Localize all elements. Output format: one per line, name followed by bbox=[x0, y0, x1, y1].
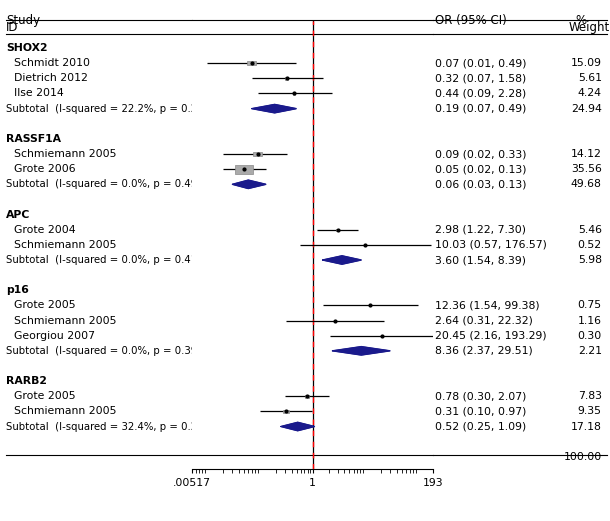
Text: 0.19 (0.07, 0.49): 0.19 (0.07, 0.49) bbox=[435, 104, 526, 114]
FancyBboxPatch shape bbox=[248, 61, 256, 66]
Text: 0.75: 0.75 bbox=[578, 301, 601, 311]
FancyBboxPatch shape bbox=[293, 92, 295, 95]
Polygon shape bbox=[332, 346, 390, 355]
Text: 0.06 (0.03, 0.13): 0.06 (0.03, 0.13) bbox=[435, 179, 526, 189]
Text: 0.52 (0.25, 1.09): 0.52 (0.25, 1.09) bbox=[435, 421, 526, 431]
Text: 1.16: 1.16 bbox=[578, 316, 601, 326]
Text: 0.78 (0.30, 2.07): 0.78 (0.30, 2.07) bbox=[435, 391, 526, 401]
Text: Subtotal  (I-squared = 32.4%, p = 0.224): Subtotal (I-squared = 32.4%, p = 0.224) bbox=[6, 421, 214, 431]
Text: 0.32 (0.07, 1.58): 0.32 (0.07, 1.58) bbox=[435, 73, 526, 83]
Text: 0.30: 0.30 bbox=[578, 331, 601, 341]
FancyBboxPatch shape bbox=[235, 165, 253, 173]
Text: Georgiou 2007: Georgiou 2007 bbox=[13, 331, 95, 341]
Text: Ilse 2014: Ilse 2014 bbox=[13, 89, 63, 98]
Text: 12.36 (1.54, 99.38): 12.36 (1.54, 99.38) bbox=[435, 301, 539, 311]
Text: RARB2: RARB2 bbox=[6, 376, 47, 386]
Text: Schmiemann 2005: Schmiemann 2005 bbox=[13, 316, 116, 326]
Text: 2.21: 2.21 bbox=[578, 346, 601, 356]
Text: .: . bbox=[6, 439, 8, 444]
Text: Dietrich 2012: Dietrich 2012 bbox=[13, 73, 87, 83]
Text: 8.36 (2.37, 29.51): 8.36 (2.37, 29.51) bbox=[435, 346, 533, 356]
Text: 100.00: 100.00 bbox=[564, 452, 601, 462]
Text: Grote 2005: Grote 2005 bbox=[13, 301, 75, 311]
Text: Grote 2005: Grote 2005 bbox=[13, 391, 75, 401]
Text: ID: ID bbox=[6, 21, 18, 34]
Text: Subtotal  (I-squared = 0.0%, p = 0.494): Subtotal (I-squared = 0.0%, p = 0.494) bbox=[6, 179, 208, 189]
Text: 5.46: 5.46 bbox=[578, 225, 601, 235]
Text: Schmiemann 2005: Schmiemann 2005 bbox=[13, 240, 116, 250]
Text: 2.98 (1.22, 7.30): 2.98 (1.22, 7.30) bbox=[435, 225, 526, 235]
Text: RASSF1A: RASSF1A bbox=[6, 134, 61, 144]
Text: .: . bbox=[6, 364, 8, 368]
Text: 0.05 (0.02, 0.13): 0.05 (0.02, 0.13) bbox=[435, 164, 526, 174]
Text: 35.56: 35.56 bbox=[571, 164, 601, 174]
Text: p16: p16 bbox=[6, 286, 29, 295]
Text: Grote 2004: Grote 2004 bbox=[13, 225, 75, 235]
Text: 0.44 (0.09, 2.28): 0.44 (0.09, 2.28) bbox=[435, 89, 526, 98]
Text: Grote 2006: Grote 2006 bbox=[13, 164, 75, 174]
Text: 24.94: 24.94 bbox=[571, 104, 601, 114]
Text: 14.12: 14.12 bbox=[571, 149, 601, 159]
Text: APC: APC bbox=[6, 209, 31, 219]
Text: SHOX2: SHOX2 bbox=[6, 43, 48, 53]
Text: .: . bbox=[6, 197, 8, 202]
FancyBboxPatch shape bbox=[283, 410, 289, 413]
FancyBboxPatch shape bbox=[336, 229, 339, 231]
Polygon shape bbox=[252, 104, 296, 113]
FancyBboxPatch shape bbox=[253, 152, 262, 156]
Text: 49.68: 49.68 bbox=[571, 179, 601, 189]
Text: 3.60 (1.54, 8.39): 3.60 (1.54, 8.39) bbox=[435, 255, 526, 265]
FancyBboxPatch shape bbox=[334, 320, 336, 321]
Text: 0.09 (0.02, 0.33): 0.09 (0.02, 0.33) bbox=[435, 149, 526, 159]
Polygon shape bbox=[281, 423, 315, 431]
Polygon shape bbox=[232, 180, 266, 189]
Text: 0.52: 0.52 bbox=[578, 240, 601, 250]
Text: Subtotal  (I-squared = 22.2%, p = 0.277): Subtotal (I-squared = 22.2%, p = 0.277) bbox=[6, 104, 214, 114]
Polygon shape bbox=[323, 256, 361, 264]
Text: 15.09: 15.09 bbox=[571, 58, 601, 68]
Text: .: . bbox=[6, 272, 8, 278]
Text: Subtotal  (I-squared = 0.0%, p = 0.393): Subtotal (I-squared = 0.0%, p = 0.393) bbox=[6, 346, 208, 356]
Text: 17.18: 17.18 bbox=[571, 421, 601, 431]
Text: .: . bbox=[6, 121, 8, 126]
Text: 2.64 (0.31, 22.32): 2.64 (0.31, 22.32) bbox=[435, 316, 533, 326]
Text: Subtotal  (I-squared = 0.0%, p = 0.417): Subtotal (I-squared = 0.0%, p = 0.417) bbox=[6, 255, 208, 265]
Text: 9.35: 9.35 bbox=[578, 406, 601, 416]
Text: 0.07 (0.01, 0.49): 0.07 (0.01, 0.49) bbox=[435, 58, 526, 68]
Text: 0.31 (0.10, 0.97): 0.31 (0.10, 0.97) bbox=[435, 406, 526, 416]
Text: Weight: Weight bbox=[569, 21, 610, 34]
Text: 20.45 (2.16, 193.29): 20.45 (2.16, 193.29) bbox=[435, 331, 547, 341]
Text: 4.24: 4.24 bbox=[578, 89, 601, 98]
Text: 10.03 (0.57, 176.57): 10.03 (0.57, 176.57) bbox=[435, 240, 547, 250]
Text: %: % bbox=[576, 14, 587, 27]
Text: 5.98: 5.98 bbox=[578, 255, 601, 265]
Text: Schmiemann 2005: Schmiemann 2005 bbox=[13, 406, 116, 416]
Text: 7.83: 7.83 bbox=[578, 391, 601, 401]
Text: Study: Study bbox=[6, 14, 40, 27]
Text: 5.61: 5.61 bbox=[578, 73, 601, 83]
Text: Schmiemann 2005: Schmiemann 2005 bbox=[13, 149, 116, 159]
Text: OR (95% CI): OR (95% CI) bbox=[435, 14, 506, 27]
Text: Schmidt 2010: Schmidt 2010 bbox=[13, 58, 90, 68]
FancyBboxPatch shape bbox=[285, 77, 289, 80]
FancyBboxPatch shape bbox=[304, 395, 309, 398]
